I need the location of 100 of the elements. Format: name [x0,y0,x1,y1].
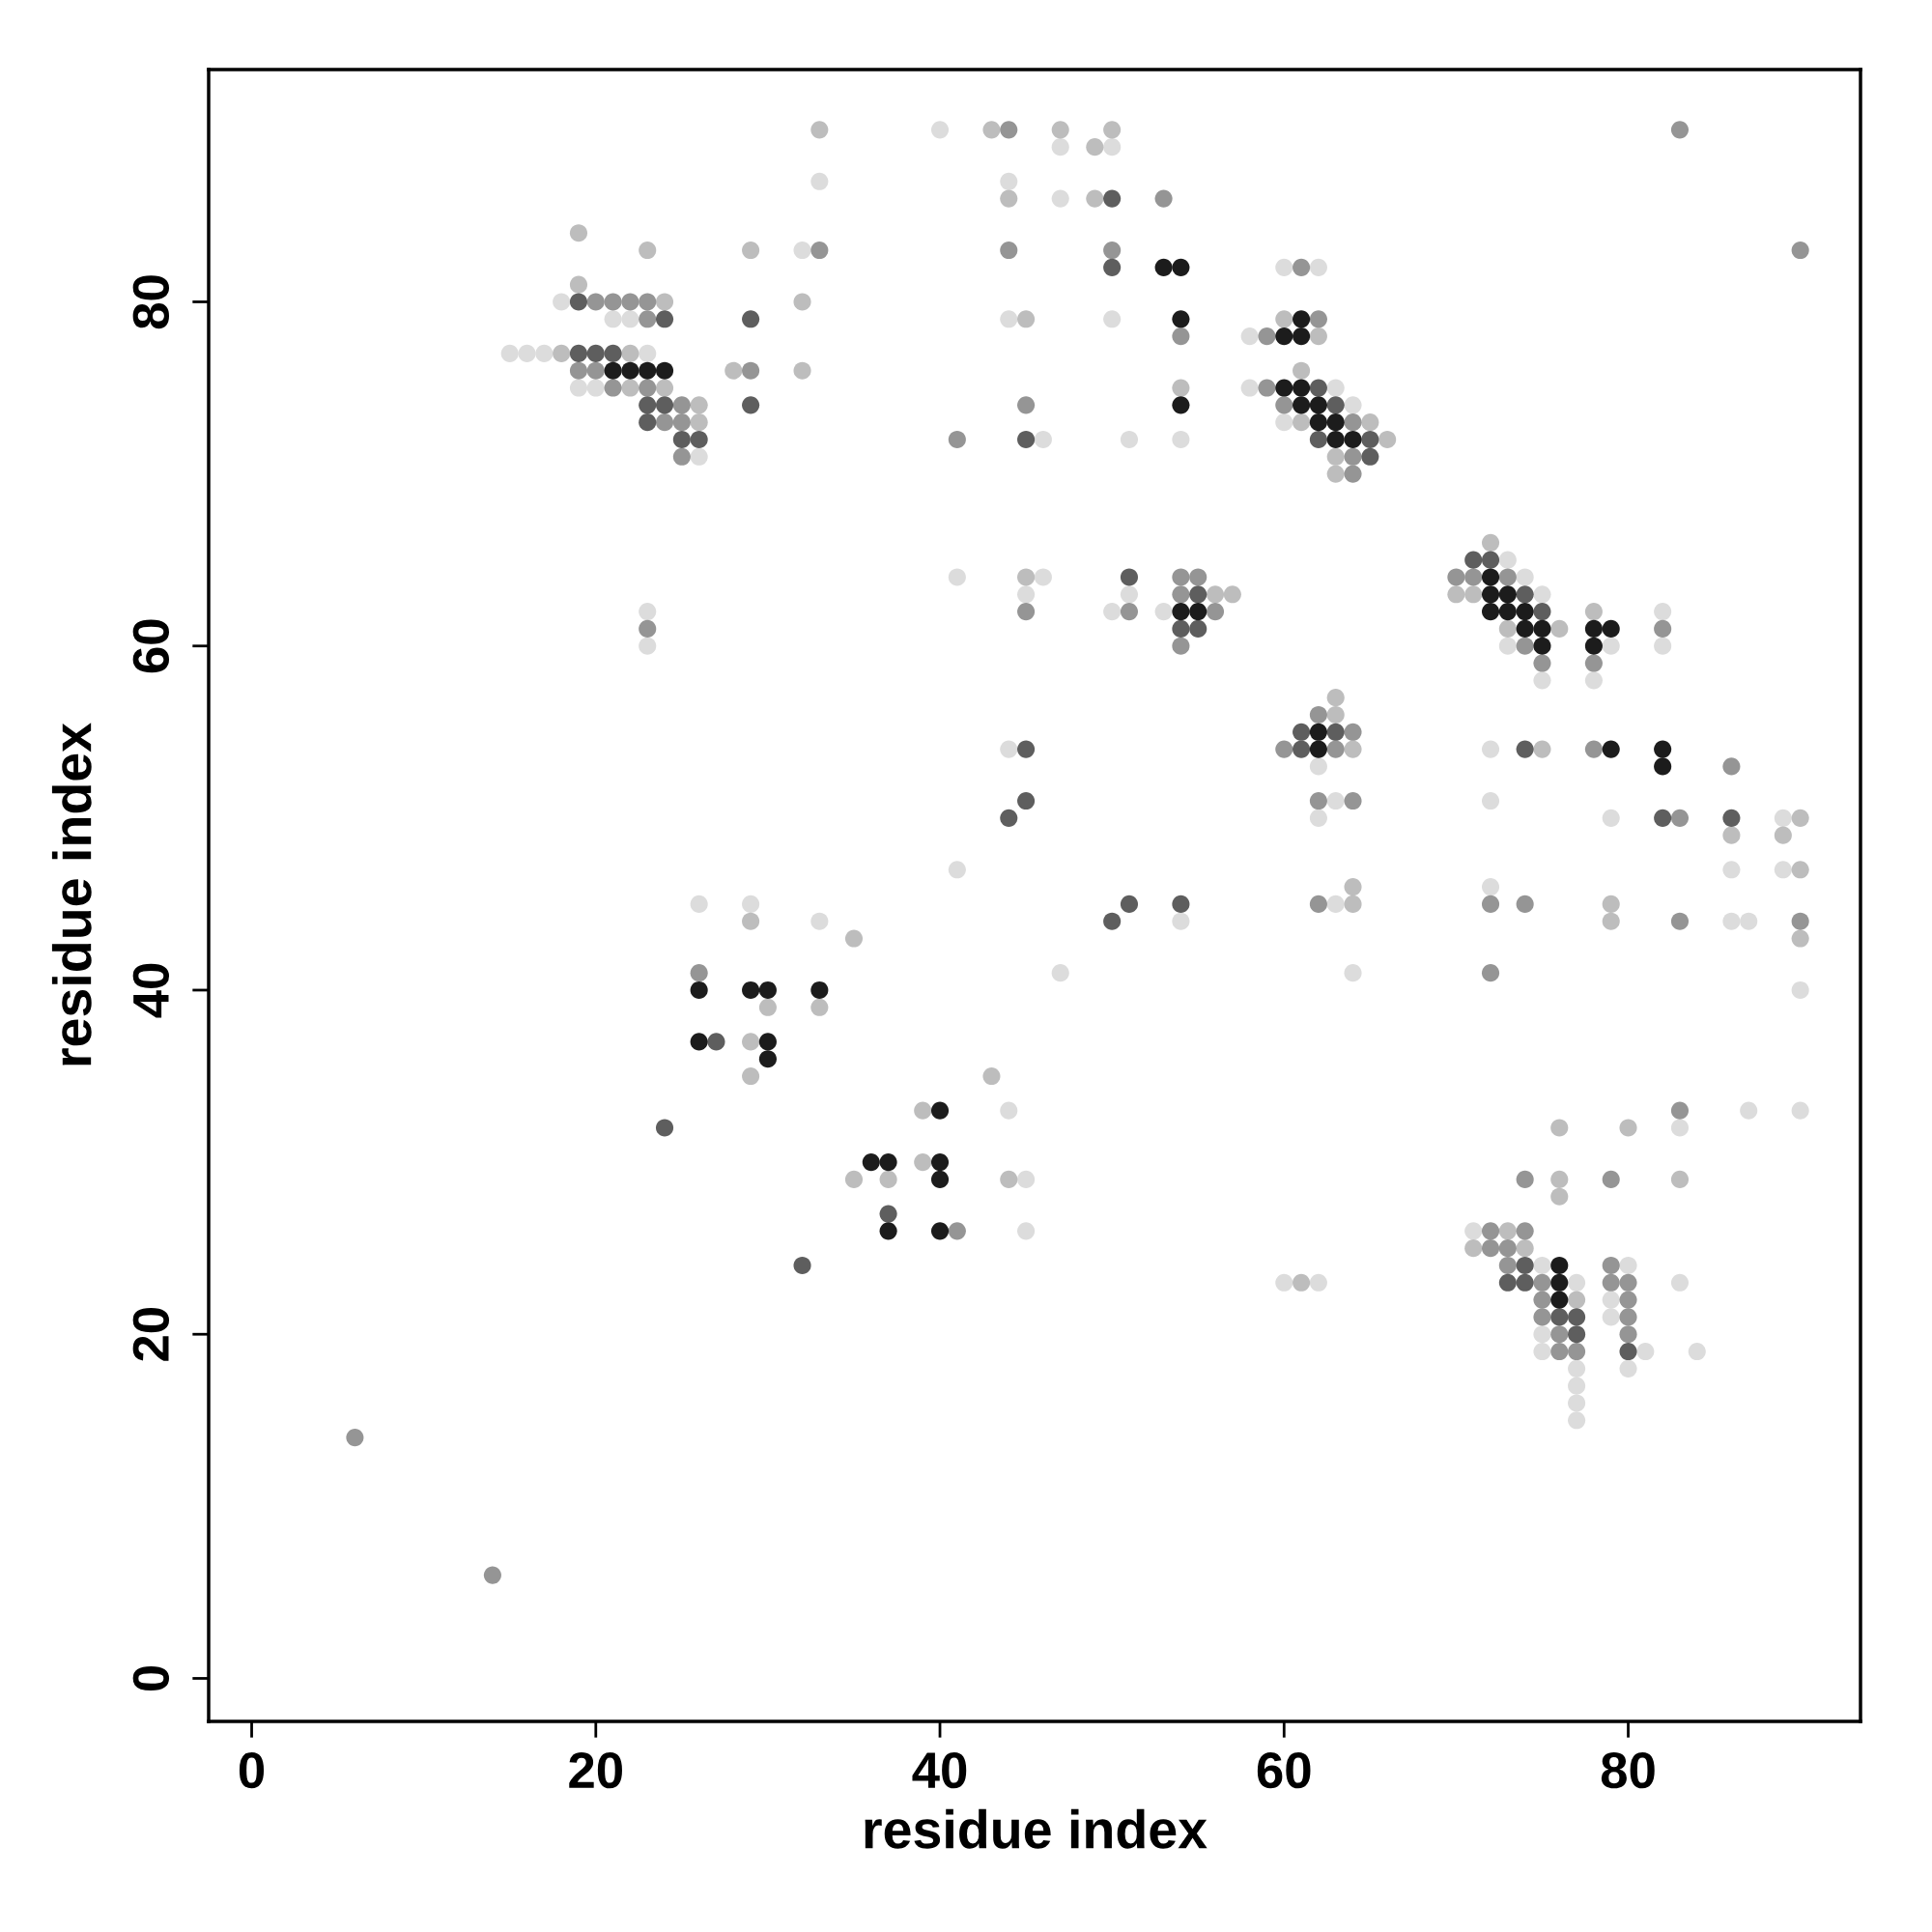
point [1172,310,1190,328]
point [1189,619,1208,638]
point [690,1033,708,1051]
point [672,430,691,449]
point [1293,310,1311,328]
point [1550,1256,1569,1275]
point [1172,258,1190,276]
x-tick-label: 20 [569,1751,622,1789]
point [1293,379,1311,397]
x-tick-label: 40 [912,1751,967,1789]
point [655,310,674,328]
point [1550,1291,1569,1309]
point [1189,603,1208,621]
x-tick-label: 60 [1257,1751,1311,1789]
point [1293,327,1311,346]
point [742,396,760,414]
point [1516,1256,1534,1275]
point [1275,327,1293,346]
point [1103,258,1122,276]
point [639,361,657,380]
point [1309,723,1327,741]
point [639,396,657,414]
point [1293,723,1311,741]
point [1533,603,1551,621]
point [1172,619,1190,638]
point [1309,430,1327,449]
point [1326,413,1345,432]
point [1481,568,1500,586]
point [742,980,760,1000]
point [604,344,622,362]
point [1172,603,1190,621]
point [1654,757,1672,776]
point [1602,740,1620,758]
point [1533,619,1551,638]
point [1516,1273,1534,1292]
point [1516,585,1534,604]
x-tick-label: 0 [239,1751,265,1789]
point [862,1153,880,1172]
point [1584,619,1603,638]
point [1568,1325,1586,1344]
point [1017,791,1036,810]
point [655,1119,674,1137]
point [1172,895,1190,913]
y-tick-label: 0 [132,1665,170,1691]
point [879,1205,897,1223]
point [1326,396,1345,414]
point [1602,619,1620,638]
y-tick-label: 80 [132,275,170,329]
point [930,1170,950,1188]
point [586,344,605,362]
point [1361,430,1379,449]
point [1361,447,1379,466]
point [1516,619,1534,638]
point [1619,1342,1637,1361]
point [1103,912,1122,930]
point [758,980,777,1000]
point [1326,430,1345,449]
point [655,396,674,414]
point [1481,603,1500,621]
point [621,361,639,380]
point [810,980,829,1000]
point [1584,637,1603,655]
point [1293,740,1311,758]
y-tick-label: 20 [132,1308,170,1361]
point [1309,740,1327,758]
point [1654,740,1672,758]
point [1464,551,1483,569]
point [879,1153,897,1172]
point [1498,603,1517,621]
point [1017,740,1036,758]
point [639,413,657,432]
point [1516,740,1534,758]
point [707,1033,725,1051]
point [1533,637,1551,655]
x-axis-title: residue index [865,1808,1208,1849]
point [930,1101,950,1120]
point [1309,379,1327,397]
point [758,1050,777,1068]
point [690,430,708,449]
point [655,361,674,380]
point [690,980,708,1000]
x-tick-label: 80 [1601,1751,1655,1789]
point [1103,189,1122,208]
point [879,1222,897,1240]
point [793,1256,811,1275]
point [1154,258,1173,276]
point [604,361,622,380]
point [930,1153,950,1172]
point [1516,603,1534,621]
y-axis-title: residue index [51,723,92,1065]
point [758,1033,777,1051]
point [1017,430,1036,449]
point [1275,379,1293,397]
point [1481,551,1500,569]
point [569,293,588,311]
point [1498,1273,1517,1292]
point [1309,396,1327,414]
y-tick-label: 40 [132,963,170,1018]
point [1722,809,1741,827]
point [569,344,588,362]
